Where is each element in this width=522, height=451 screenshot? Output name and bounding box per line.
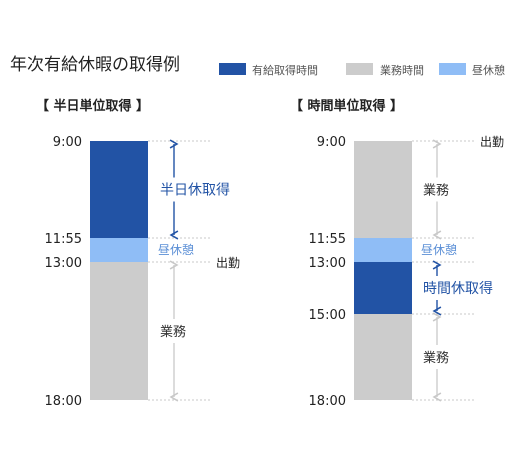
time-label: 11:55 bbox=[309, 232, 346, 247]
legend-label-paid: 有給取得時間 bbox=[252, 63, 318, 77]
panel-heading-hourly: 【 時間単位取得 】 bbox=[290, 98, 403, 114]
legend: 有給取得時間 業務時間 昼休憩 bbox=[219, 63, 505, 77]
time-label: 13:00 bbox=[45, 256, 82, 271]
segment-break bbox=[90, 238, 148, 262]
time-label: 9:00 bbox=[317, 135, 346, 150]
legend-swatch-paid bbox=[219, 63, 246, 75]
diagram-title: 年次有給休暇の取得例 bbox=[10, 55, 180, 75]
segment-label-work: 業務 bbox=[423, 350, 449, 366]
segment-label-work: 業務 bbox=[423, 183, 449, 199]
segment-work bbox=[354, 141, 412, 238]
arrival-label: 出勤 bbox=[480, 135, 504, 149]
segment-paid bbox=[354, 262, 412, 314]
segment-label-break: 昼休憩 bbox=[158, 242, 194, 257]
panels-layer: 9:0011:5513:0018:00出勤半日休取得昼休憩業務9:0011:55… bbox=[45, 135, 504, 409]
segment-label-paid: 時間休取得 bbox=[423, 280, 493, 297]
legend-swatch-break bbox=[439, 63, 466, 75]
time-label: 13:00 bbox=[309, 256, 346, 271]
segment-paid bbox=[90, 141, 148, 238]
segment-label-break: 昼休憩 bbox=[421, 242, 457, 257]
segment-work bbox=[90, 262, 148, 400]
legend-label-break: 昼休憩 bbox=[472, 63, 505, 77]
panel-heading-half-day: 【 半日単位取得 】 bbox=[36, 98, 149, 114]
legend-label-work: 業務時間 bbox=[380, 63, 424, 77]
segment-break bbox=[354, 238, 412, 262]
time-label: 18:00 bbox=[309, 394, 346, 409]
time-label: 11:55 bbox=[45, 232, 82, 247]
segment-label-paid: 半日休取得 bbox=[160, 182, 230, 199]
time-label: 15:00 bbox=[309, 308, 346, 323]
segment-label-work: 業務 bbox=[160, 324, 186, 340]
time-label: 9:00 bbox=[53, 135, 82, 150]
segment-work bbox=[354, 314, 412, 400]
time-label: 18:00 bbox=[45, 394, 82, 409]
arrival-label: 出勤 bbox=[216, 256, 240, 270]
legend-swatch-work bbox=[346, 63, 373, 75]
